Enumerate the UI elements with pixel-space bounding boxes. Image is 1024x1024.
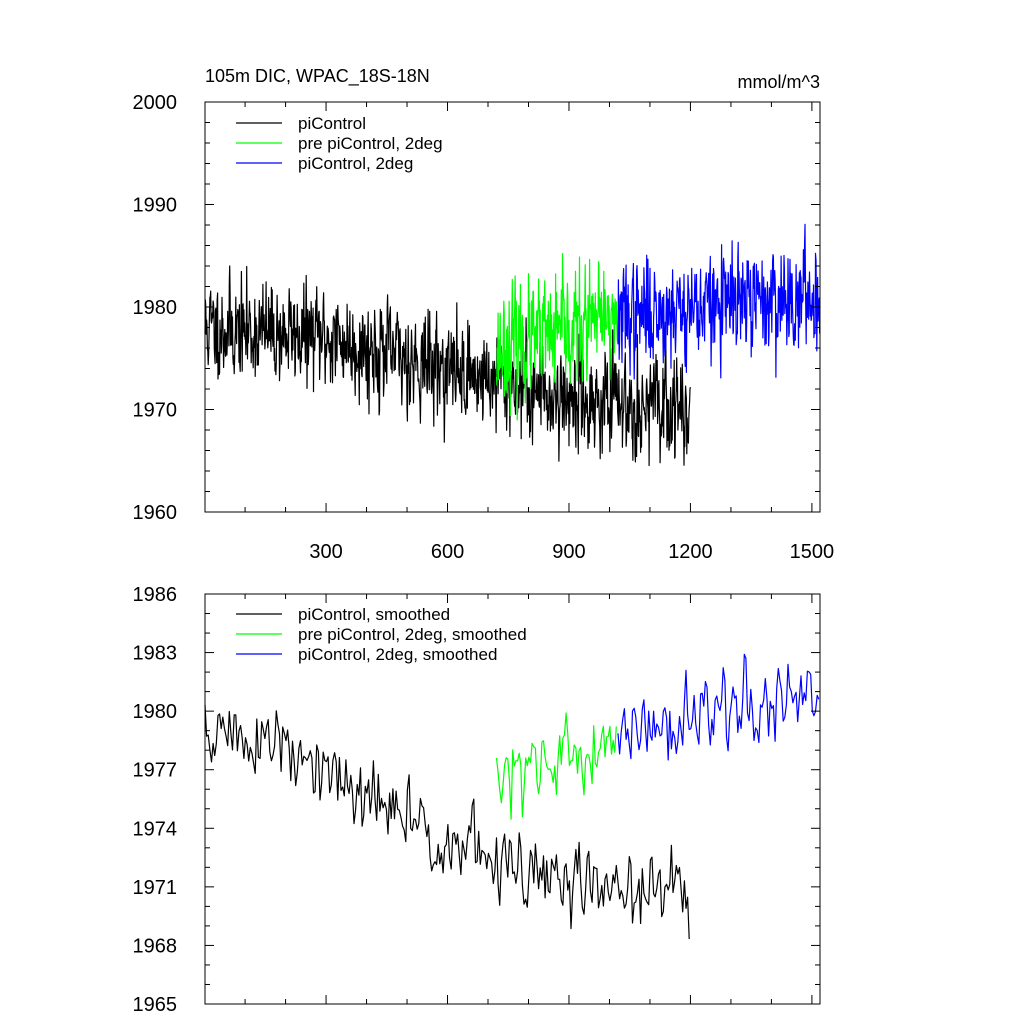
legend-label-picontrol-2deg-smoothed: piControl, 2deg, smoothed: [298, 645, 497, 664]
bottom-y-tick-label: 1983: [133, 643, 178, 665]
legend-label-pre-picontrol-2deg-smoothed: pre piControl, 2deg, smoothed: [298, 625, 527, 644]
top-y-tick-label: 1960: [133, 502, 178, 524]
bottom-y-tick-label: 1986: [133, 584, 178, 606]
bottom-y-tick-label: 1968: [133, 935, 178, 957]
top-y-tick-label: 2000: [133, 92, 178, 114]
top-tick-group: 300 600 900 1200 1500 1960 1970 1980 1990 2000: [133, 92, 835, 563]
top-series-line-0: [204, 265, 691, 467]
legend-label-picontrol-2deg: piControl, 2deg: [298, 154, 413, 173]
top-y-tick-label: 1980: [133, 297, 178, 319]
top-x-tick-label: 600: [431, 541, 464, 563]
top-panel-units: mmol/m^3: [738, 72, 820, 92]
bottom-panel: 1965 1968 1971 1974 1977 1980 1983 1986 piContr…: [133, 584, 821, 1016]
top-x-tick-label: 300: [309, 541, 342, 563]
top-series-line-1: [495, 253, 619, 421]
legend-label-picontrol: piControl: [298, 114, 366, 133]
bottom-plot-frame: [204, 593, 821, 1005]
legend-label-picontrol-smoothed: piControl, smoothed: [298, 605, 450, 624]
top-x-tick-label: 900: [552, 541, 585, 563]
bottom-y-tick-label: 1965: [133, 994, 178, 1016]
bottom-y-tick-label: 1974: [133, 818, 178, 840]
top-panel-title: 105m DIC, WPAC_18S-18N: [205, 66, 430, 87]
bottom-legend: piControl, smoothed pre piControl, 2deg,…: [236, 605, 527, 664]
bottom-series-line-2: [617, 653, 820, 761]
bottom-series-group: [204, 653, 820, 940]
top-series-group: [204, 223, 821, 467]
bottom-y-tick-label: 1977: [133, 760, 178, 782]
bottom-tick-group: 1965 1968 1971 1974 1977 1980 1983 1986: [133, 584, 820, 1016]
legend-label-pre-picontrol-2deg: pre piControl, 2deg: [298, 134, 443, 153]
top-panel: 105m DIC, WPAC_18S-18N mmol/m^3 300 600 90…: [133, 66, 835, 563]
top-x-tick-label: 1500: [790, 541, 835, 563]
top-series-line-2: [617, 223, 821, 380]
top-legend: piControl pre piControl, 2deg piControl,…: [236, 114, 443, 173]
top-x-tick-label: 1200: [668, 541, 713, 563]
top-y-tick-label: 1990: [133, 195, 178, 217]
bottom-y-tick-label: 1980: [133, 701, 178, 723]
top-y-tick-label: 1970: [133, 400, 178, 422]
bottom-y-tick-label: 1971: [133, 877, 178, 899]
bottom-series-line-0: [204, 704, 690, 940]
bottom-series-line-1: [495, 712, 617, 820]
